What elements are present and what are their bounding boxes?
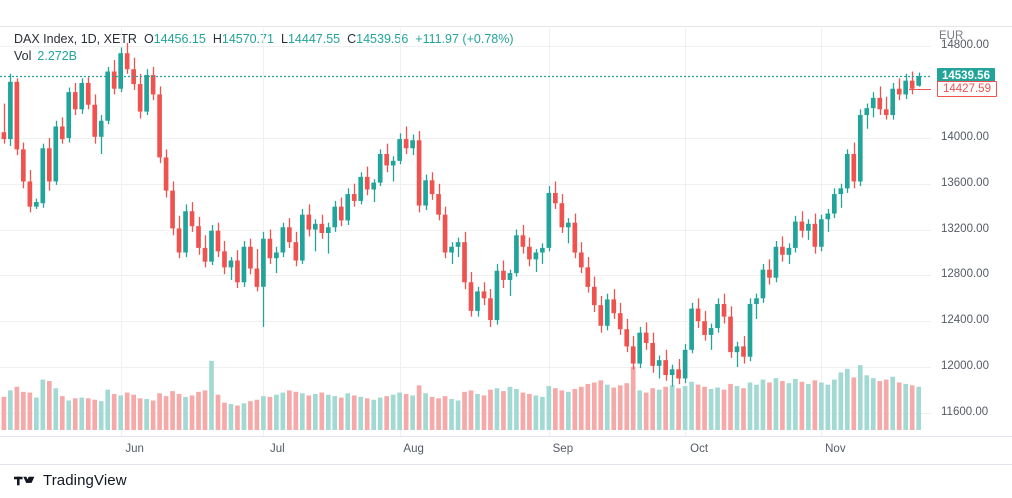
volume-value: 2.272B — [37, 49, 78, 63]
time-axis-top-rule — [0, 436, 1012, 437]
time-tick-label: Oct — [690, 443, 709, 455]
time-tick-label: Aug — [403, 443, 424, 455]
price-chart-pane[interactable] — [0, 28, 931, 436]
high-value: 14570.71 — [221, 32, 275, 46]
price-tick-label: 12000.00 — [941, 360, 989, 372]
header-divider — [0, 26, 1012, 27]
price-tick-label: 14000.00 — [941, 130, 989, 143]
open-value: 14456.15 — [153, 32, 206, 46]
time-tick-label: Sep — [552, 443, 574, 455]
chart-legend: DAX Index, 1D, XETR O14456.15 H14570.71 L14… — [14, 31, 514, 65]
low-value: 14447.55 — [287, 32, 341, 46]
volume-label[interactable]: Vol — [14, 49, 32, 63]
time-tick-label: Jun — [125, 443, 144, 455]
tradingview-branding[interactable]: TradingView — [14, 472, 127, 489]
price-tick-label: 14800.00 — [941, 39, 989, 52]
price-tick-label: 12800.00 — [941, 268, 989, 281]
tradingview-logo-icon — [14, 476, 35, 485]
low-key: L — [281, 32, 288, 46]
time-tick-label: Jul — [270, 443, 285, 455]
tradingview-wordmark: TradingView — [43, 472, 127, 489]
open-key: O — [143, 32, 154, 46]
close-value: 14539.56 — [356, 32, 409, 46]
last-price-badge[interactable]: 14539.56 — [937, 68, 995, 85]
price-axis-currency: EUR — [939, 30, 964, 42]
time-axis-bottom-rule — [0, 464, 1012, 465]
time-axis[interactable]: Jun Jul Aug Sep Oct Nov — [0, 436, 1012, 465]
time-tick-label: Nov — [825, 443, 846, 455]
price-tick-label: 13200.00 — [941, 222, 989, 235]
price-tick-label: 12400.00 — [941, 314, 989, 327]
previous-close-badge[interactable]: 14427.59 — [937, 80, 997, 97]
close-key: C — [347, 32, 357, 46]
change-value: +111.97 (+0.78%) — [415, 32, 514, 46]
price-axis[interactable]: EUR 14800.00 14000.00 13600.00 13200.00 12800… — [931, 28, 1012, 436]
price-tick-label: 11600.00 — [941, 405, 989, 418]
symbol-title[interactable]: DAX Index, 1D, XETR — [14, 32, 137, 46]
high-key: H — [212, 32, 222, 46]
candlestick-plot — [0, 28, 931, 436]
legend-row-ohlc: DAX Index, 1D, XETR O14456.15 H14570.71 L14… — [14, 31, 514, 48]
price-tick-label: 13600.00 — [941, 176, 989, 189]
legend-row-volume: Vol 2.272B — [14, 48, 514, 65]
